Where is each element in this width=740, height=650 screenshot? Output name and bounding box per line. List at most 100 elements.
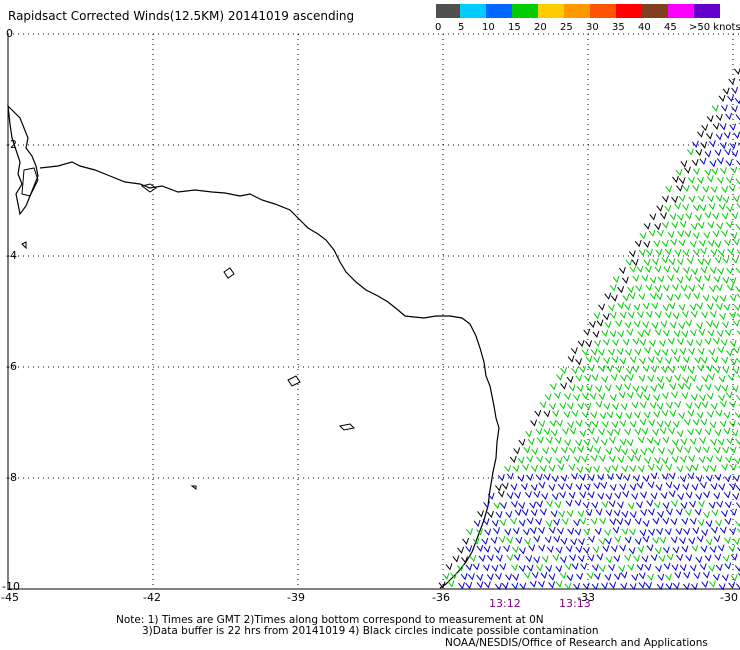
wind-barb	[695, 148, 703, 157]
wind-barb	[542, 447, 549, 455]
wind-barb	[608, 348, 615, 356]
wind-barb	[737, 528, 740, 533]
wind-barb	[691, 544, 699, 552]
wind-barb	[621, 510, 629, 519]
wind-barb	[523, 538, 531, 546]
legend-label-0: 0	[435, 22, 442, 33]
wind-barb	[577, 402, 585, 410]
wind-barb	[715, 133, 723, 141]
wind-barb	[689, 564, 697, 572]
wind-barb	[676, 465, 684, 473]
wind-barb	[656, 204, 664, 212]
wind-barb	[552, 409, 559, 418]
wind-barb	[633, 320, 641, 328]
small-island	[338, 423, 356, 431]
wind-barb	[702, 446, 710, 454]
wind-barb	[567, 421, 574, 429]
wind-barb	[732, 367, 740, 375]
wind-barb	[649, 292, 657, 300]
wind-barb	[610, 545, 618, 553]
wind-barb	[635, 501, 643, 509]
wind-barb	[627, 311, 635, 319]
wind-barb	[642, 475, 650, 483]
wind-barb	[717, 346, 725, 354]
wind-barb	[730, 553, 738, 561]
wind-barb	[656, 356, 663, 364]
lat-label-m4: -4	[6, 249, 17, 262]
wind-barb	[634, 348, 642, 356]
wind-barb	[549, 419, 557, 427]
wind-barb	[611, 421, 619, 429]
wind-barb	[518, 547, 526, 555]
wind-barb	[551, 475, 559, 483]
wind-barb	[611, 403, 619, 411]
wind-barb	[710, 526, 718, 534]
wind-barb	[642, 535, 650, 543]
wind-barb	[560, 556, 567, 564]
wind-barb	[697, 130, 704, 138]
wind-barb	[704, 168, 712, 177]
wind-barb	[573, 394, 580, 402]
wind-barb	[457, 564, 464, 572]
wind-barb	[685, 554, 693, 562]
wind-barb	[685, 402, 693, 410]
wind-barb	[526, 517, 534, 525]
wind-barb	[618, 266, 626, 275]
wind-barb	[700, 141, 708, 149]
wind-barb	[469, 554, 477, 563]
wind-barb	[580, 562, 588, 571]
wind-barb	[544, 536, 552, 544]
wind-barb	[712, 122, 720, 130]
wind-barb	[709, 266, 717, 274]
wind-barb	[654, 547, 662, 555]
wind-barb	[704, 337, 712, 346]
wind-barb	[652, 536, 660, 545]
wind-barb	[715, 409, 723, 417]
wind-barb	[712, 321, 720, 329]
wind-barb	[676, 276, 684, 284]
wind-barb	[728, 420, 736, 428]
wind-barb	[681, 545, 689, 553]
wind-barb	[649, 401, 657, 410]
wind-barb	[629, 511, 637, 519]
wind-barb	[613, 428, 621, 436]
wind-barb	[707, 195, 715, 203]
wind-barb	[491, 564, 499, 572]
wind-barb	[605, 492, 613, 501]
wind-barb	[730, 508, 738, 516]
wind-barb	[736, 313, 740, 318]
wind-barb	[510, 483, 518, 491]
wind-barb	[656, 375, 664, 384]
wind-barb	[555, 456, 563, 464]
wind-barb	[579, 365, 586, 374]
wind-barb	[673, 355, 681, 363]
wind-barb	[585, 384, 593, 392]
wind-barb	[736, 160, 740, 166]
wind-barb	[659, 427, 667, 435]
wind-barb	[685, 509, 692, 517]
wind-barb	[472, 537, 480, 545]
wind-barb	[661, 221, 669, 229]
wind-barb	[722, 256, 730, 264]
wind-barb	[605, 509, 613, 517]
wind-barb	[652, 517, 660, 525]
wind-barb	[726, 267, 734, 275]
wind-barb	[566, 402, 574, 410]
wind-barb	[523, 571, 531, 579]
wind-barb	[732, 474, 740, 483]
wind-barb	[737, 547, 740, 552]
wind-barb	[723, 491, 731, 499]
wind-barb	[708, 564, 715, 572]
wind-barb	[611, 356, 619, 364]
wind-barb	[486, 573, 494, 581]
wind-barb	[458, 582, 465, 590]
wind-barb	[511, 545, 519, 554]
wind-barb	[732, 195, 740, 203]
wind-barb	[670, 348, 678, 356]
wind-barb	[634, 537, 642, 546]
wind-barb	[615, 412, 623, 420]
wind-barb	[693, 572, 701, 580]
wind-barb	[672, 266, 680, 274]
wind-barb	[576, 385, 584, 393]
wind-barb	[650, 554, 658, 562]
